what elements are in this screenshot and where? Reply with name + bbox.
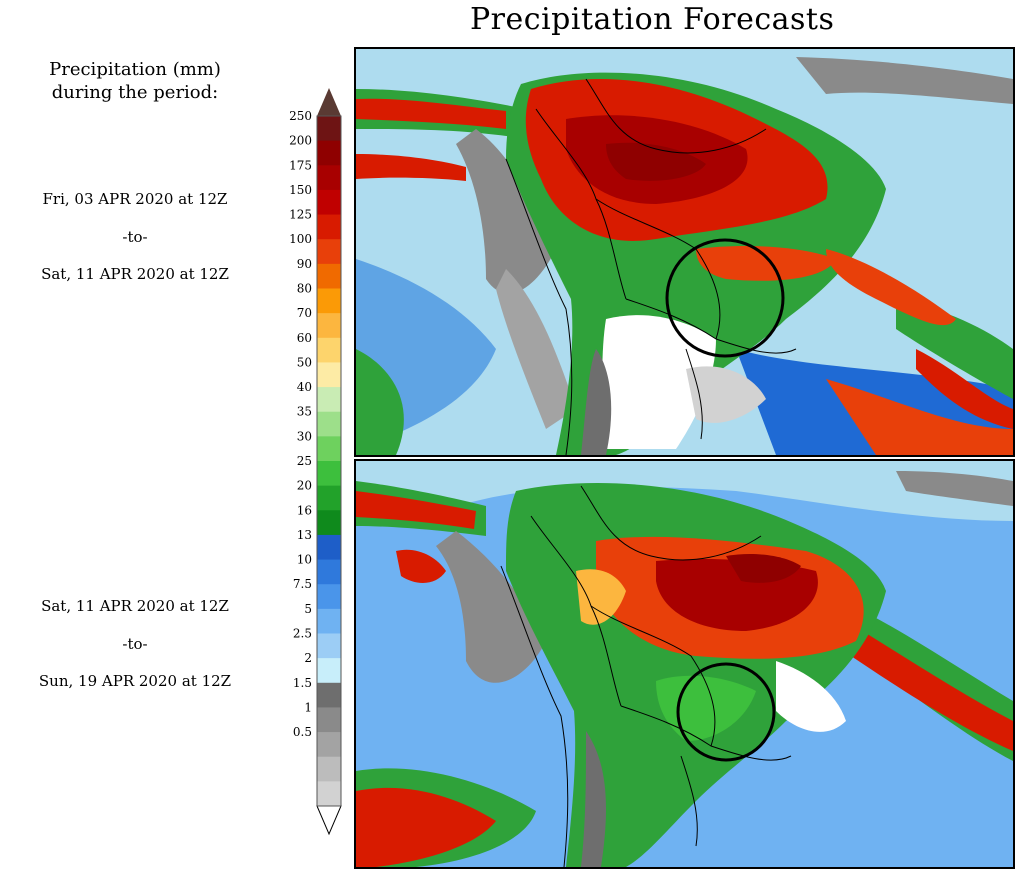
period-2-start: Sat, 11 APR 2020 at 12Z (41, 597, 229, 615)
colorbar-tick-label: 16 (297, 503, 312, 517)
colorbar-swatch (317, 411, 341, 437)
legend-heading-line-1: Precipitation (mm) (49, 59, 221, 80)
colorbar-tick-label: 1.5 (293, 676, 312, 690)
colorbar-tick-label: 70 (297, 306, 312, 320)
colorbar-tick-label: 25 (297, 454, 312, 468)
colorbar-swatch (317, 510, 341, 536)
colorbar-tick-label: 40 (297, 380, 312, 394)
colorbar-swatch (317, 707, 341, 733)
colorbar-tick-label: 7.5 (293, 577, 312, 591)
colorbar-swatch (317, 189, 341, 216)
colorbar-swatch (317, 436, 341, 462)
colorbar-swatch (317, 214, 341, 240)
colorbar-swatch (317, 313, 341, 339)
colorbar-swatch (317, 485, 341, 511)
colorbar-tick-label: 2 (304, 651, 312, 665)
period-2-label: Sat, 11 APR 2020 at 12Z -to- Sun, 19 APR… (10, 597, 260, 710)
colorbar-tick-label: 13 (297, 528, 312, 542)
colorbar-swatch (317, 608, 341, 634)
colorbar-swatch (317, 362, 341, 388)
highlight-circle-1 (665, 238, 785, 358)
colorbar-swatch (317, 658, 341, 684)
colorbar-tick-label: 2.5 (293, 627, 312, 641)
colorbar-tick-label: 5 (304, 602, 312, 616)
colorbar-swatch (317, 559, 341, 585)
colorbar-tick-label: 60 (297, 331, 312, 345)
precipitation-map-2 (356, 461, 1013, 867)
colorbar-tick-label: 30 (297, 429, 312, 443)
colorbar-tick-label: 175 (289, 158, 312, 172)
colorbar-tick-label: 80 (297, 282, 312, 296)
colorbar-tick-label: 250 (289, 109, 312, 123)
colorbar-swatch (317, 534, 341, 561)
colorbar-swatch (317, 781, 341, 807)
colorbar-tick-label: 150 (289, 183, 312, 197)
colorbar-swatch (317, 140, 341, 166)
colorbar-tick-label: 1 (304, 700, 312, 714)
colorbar-tick-label: 50 (297, 355, 312, 369)
period-1-end: Sat, 11 APR 2020 at 12Z (41, 265, 229, 283)
colorbar-tick-label: 90 (297, 257, 312, 271)
colorbar-swatch (317, 633, 341, 659)
colorbar-swatch (317, 461, 341, 487)
colorbar-swatch (317, 239, 341, 265)
colorbar-swatch (317, 165, 341, 191)
period-2-to: -to- (122, 634, 148, 653)
colorbar-swatch (317, 387, 341, 413)
precipitation-map-1 (356, 49, 1013, 455)
period-2-end: Sun, 19 APR 2020 at 12Z (38, 672, 232, 690)
period-1-to: -to- (122, 227, 148, 246)
colorbar-tick-label: 200 (289, 134, 312, 148)
page-title: Precipitation Forecasts (470, 2, 835, 37)
colorbar-tick-label: 0.5 (293, 725, 312, 739)
colorbar-tick-label: 100 (289, 232, 312, 246)
legend-heading: Precipitation (mm) during the period: (10, 58, 260, 104)
colorbar-swatch (317, 682, 341, 708)
period-1-label: Fri, 03 APR 2020 at 12Z -to- Sat, 11 APR… (10, 190, 260, 303)
legend-heading-line-2: during the period: (51, 82, 219, 103)
colorbar-swatch (317, 337, 341, 363)
map-panel-period-1 (354, 47, 1015, 457)
period-1-start: Fri, 03 APR 2020 at 12Z (42, 190, 228, 208)
colorbar-tick-label: 20 (297, 479, 312, 493)
colorbar-swatch (317, 732, 341, 758)
map-panel-period-2 (354, 459, 1015, 869)
colorbar-swatch (317, 584, 341, 610)
colorbar-swatch (317, 756, 341, 782)
colorbar-tick-label: 125 (289, 208, 312, 222)
colorbar-bottom-arrow (316, 805, 342, 836)
colorbar-top-arrow (317, 88, 341, 116)
highlight-circle-2 (676, 662, 776, 762)
colorbar-swatch (317, 288, 341, 314)
colorbar-tick-label: 10 (297, 553, 312, 567)
colorbar-swatch (317, 263, 341, 289)
precipitation-colorbar: 2502001751501251009080706050403530252016… (289, 88, 342, 836)
colorbar-swatch (317, 116, 341, 142)
colorbar-tick-label: 35 (297, 405, 312, 419)
